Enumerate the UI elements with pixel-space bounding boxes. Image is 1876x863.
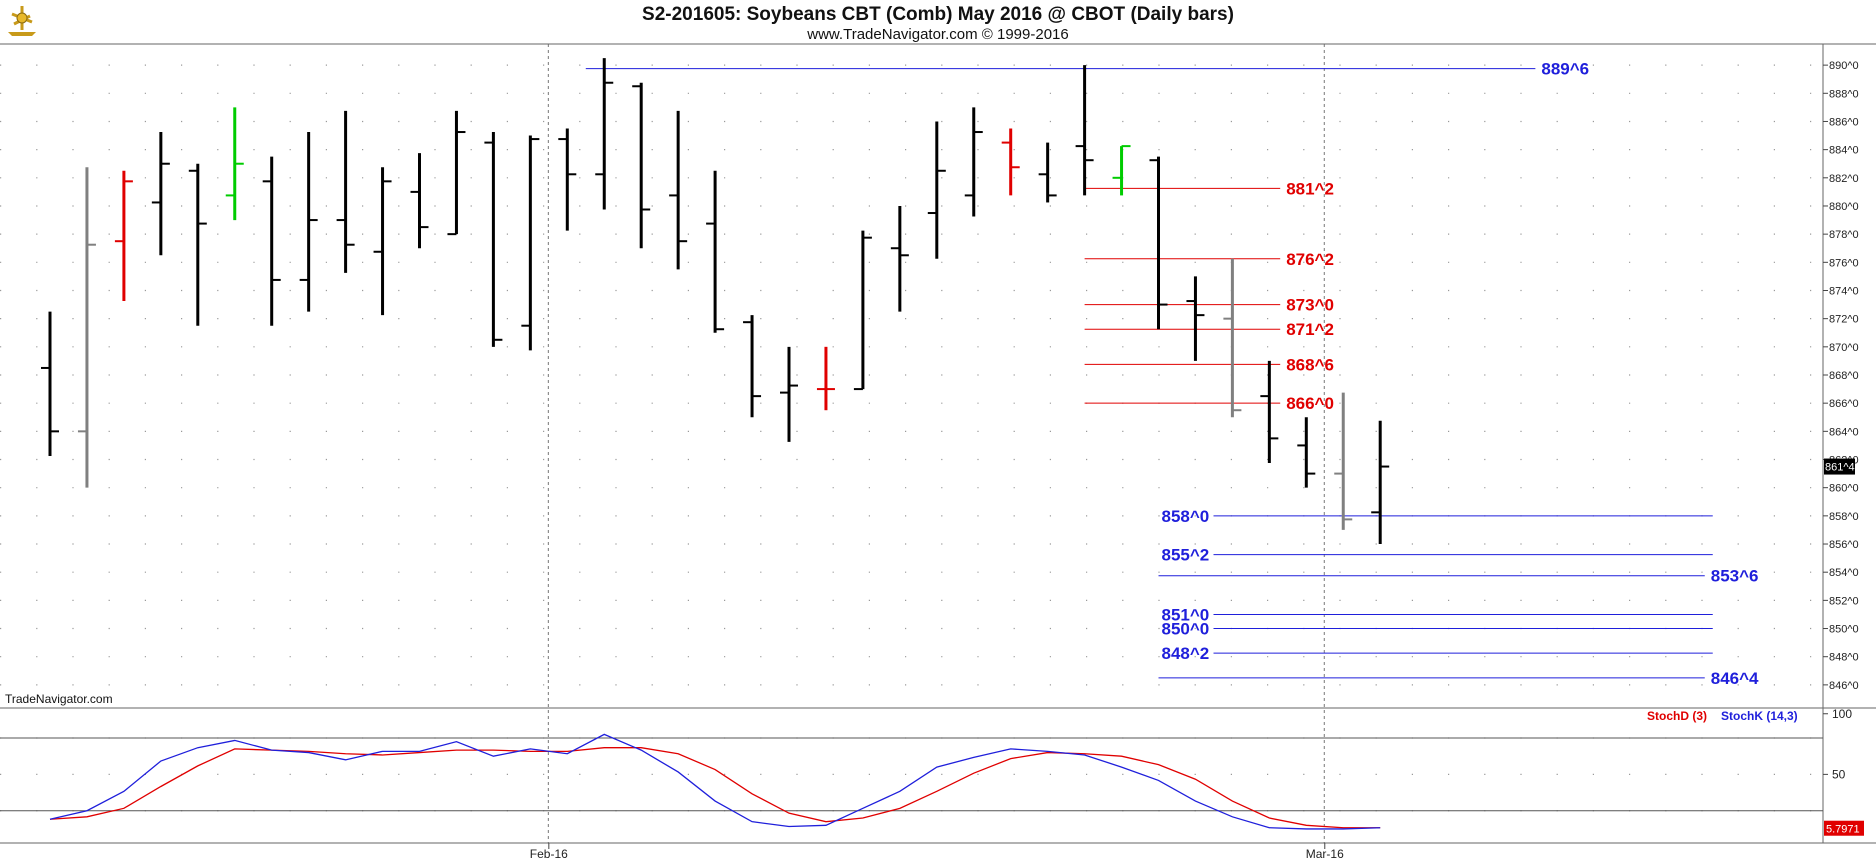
yaxis-tick-label: 866^0 xyxy=(1829,398,1859,410)
legend-stochK: StochK (14,3) xyxy=(1721,709,1798,723)
yaxis-tick-label: 868^0 xyxy=(1829,370,1859,382)
yaxis-tick-label: 882^0 xyxy=(1829,173,1859,185)
yaxis-tick-label: 878^0 xyxy=(1829,229,1859,241)
yaxis-tick-label: 858^0 xyxy=(1829,511,1859,523)
level-label: 858^0 xyxy=(1162,507,1210,526)
stoch-axis-label: 100 xyxy=(1832,707,1852,721)
chart-subtitle: www.TradeNavigator.com © 1999-2016 xyxy=(807,26,1069,43)
tradenavigator-logo-icon xyxy=(4,2,40,43)
level-lines: 889^6 881^2 876^2 873^0 871^2 868^6 866^0 858^0… xyxy=(585,60,1759,688)
chart-title: S2-201605: Soybeans CBT (Comb) May 2016 … xyxy=(642,4,1234,25)
yaxis-tick-label: 874^0 xyxy=(1829,285,1859,297)
yaxis-tick-label: 884^0 xyxy=(1829,145,1859,157)
yaxis-tick-label: 846^0 xyxy=(1829,680,1859,692)
price-axis: 890^0 888^0 886^0 884^0 882^0 880^0 878^0 876^0… xyxy=(1823,60,1859,692)
xaxis-tick-label: Mar-16 xyxy=(1306,847,1344,861)
xaxis-tick-label: Feb-16 xyxy=(530,847,568,861)
level-label: 876^2 xyxy=(1286,250,1334,269)
level-label: 881^2 xyxy=(1286,179,1334,198)
chart-header: S2-201605: Soybeans CBT (Comb) May 2016 … xyxy=(0,0,1876,44)
yaxis-tick-label: 852^0 xyxy=(1829,595,1859,607)
last-price-label: 861^4 xyxy=(1825,462,1855,474)
yaxis-tick-label: 856^0 xyxy=(1829,539,1859,551)
stoch-axis-label: 50 xyxy=(1832,767,1846,781)
ohlc-bars xyxy=(41,58,1390,545)
stochD-series-line xyxy=(49,747,1381,829)
last-price-badge xyxy=(1824,458,1855,475)
level-label: 871^2 xyxy=(1286,320,1334,339)
chart-frame xyxy=(0,43,1876,844)
yaxis-tick-label: 850^0 xyxy=(1829,624,1859,636)
level-label: 851^0 xyxy=(1162,605,1210,624)
yaxis-tick-label: 888^0 xyxy=(1829,88,1859,100)
stochastic-panel: 100 50 StochD (3) StochK (14,3) 5.7971 xyxy=(0,707,1864,836)
level-label: 873^0 xyxy=(1286,296,1334,315)
level-label: 868^6 xyxy=(1286,355,1334,374)
yaxis-tick-label: 876^0 xyxy=(1829,257,1859,269)
level-label: 853^6 xyxy=(1711,567,1759,586)
level-label: 850^0 xyxy=(1162,620,1210,639)
stoch-last-value-badge xyxy=(1824,820,1864,836)
level-label: 866^0 xyxy=(1286,394,1334,413)
grid-dots xyxy=(0,44,1823,843)
level-label: 855^2 xyxy=(1162,546,1210,565)
yaxis-tick-label: 848^0 xyxy=(1829,652,1859,664)
legend-stochD: StochD (3) xyxy=(1647,709,1707,723)
level-label: 848^2 xyxy=(1162,644,1210,663)
date-axis: Feb-16 Mar-16 xyxy=(530,843,1344,861)
yaxis-tick-label: 860^0 xyxy=(1829,483,1859,495)
yaxis-tick-label: 886^0 xyxy=(1829,116,1859,128)
yaxis-tick-label: 890^0 xyxy=(1829,60,1859,72)
yaxis-tick-label: 870^0 xyxy=(1829,342,1859,354)
yaxis-tick-label: 854^0 xyxy=(1829,567,1859,579)
yaxis-tick-label: 864^0 xyxy=(1829,426,1859,438)
level-label: 846^4 xyxy=(1711,669,1759,688)
yaxis-tick-label: 872^0 xyxy=(1829,314,1859,326)
level-label: 889^6 xyxy=(1541,60,1589,79)
stochK-series-line xyxy=(49,733,1381,830)
watermark-text: TradeNavigator.com xyxy=(5,692,113,706)
stoch-last-value-label: 5.7971 xyxy=(1826,824,1860,836)
yaxis-tick-label: 880^0 xyxy=(1829,201,1859,213)
